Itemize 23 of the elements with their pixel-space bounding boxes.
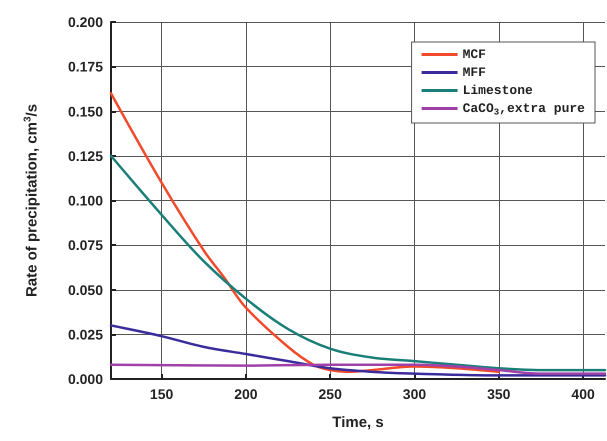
x-tick-label: 200 (234, 386, 258, 402)
legend-label: MCF (462, 47, 486, 62)
line-series (110, 363, 606, 375)
y-tick-label: 0.150 (68, 103, 104, 120)
x-tick-label: 250 (318, 386, 342, 402)
y-tick-label: 0.125 (68, 148, 104, 164)
y-axis-title: Rate of precipitation, cm3/s (22, 104, 40, 298)
x-axis-title: Time, s (332, 414, 384, 431)
y-tick-label: 0.025 (68, 326, 104, 342)
y-tick-label: 0.075 (68, 237, 104, 254)
y-tick-label: 0.000 (68, 371, 104, 387)
line-series (110, 154, 606, 372)
line-series (110, 324, 606, 377)
y-tick-label: 0.100 (68, 192, 104, 208)
x-tick-label: 350 (487, 386, 511, 402)
y-tick-label: 0.175 (68, 58, 104, 75)
y-tick-label: 0.200 (68, 14, 104, 30)
legend-label: MFF (462, 65, 486, 80)
x-tick-label: 300 (402, 386, 426, 402)
y-tick-label: 0.050 (68, 282, 104, 298)
x-tick-label: 400 (571, 386, 595, 402)
legend-label: Limestone (462, 83, 533, 98)
x-tick-label: 150 (150, 386, 174, 402)
